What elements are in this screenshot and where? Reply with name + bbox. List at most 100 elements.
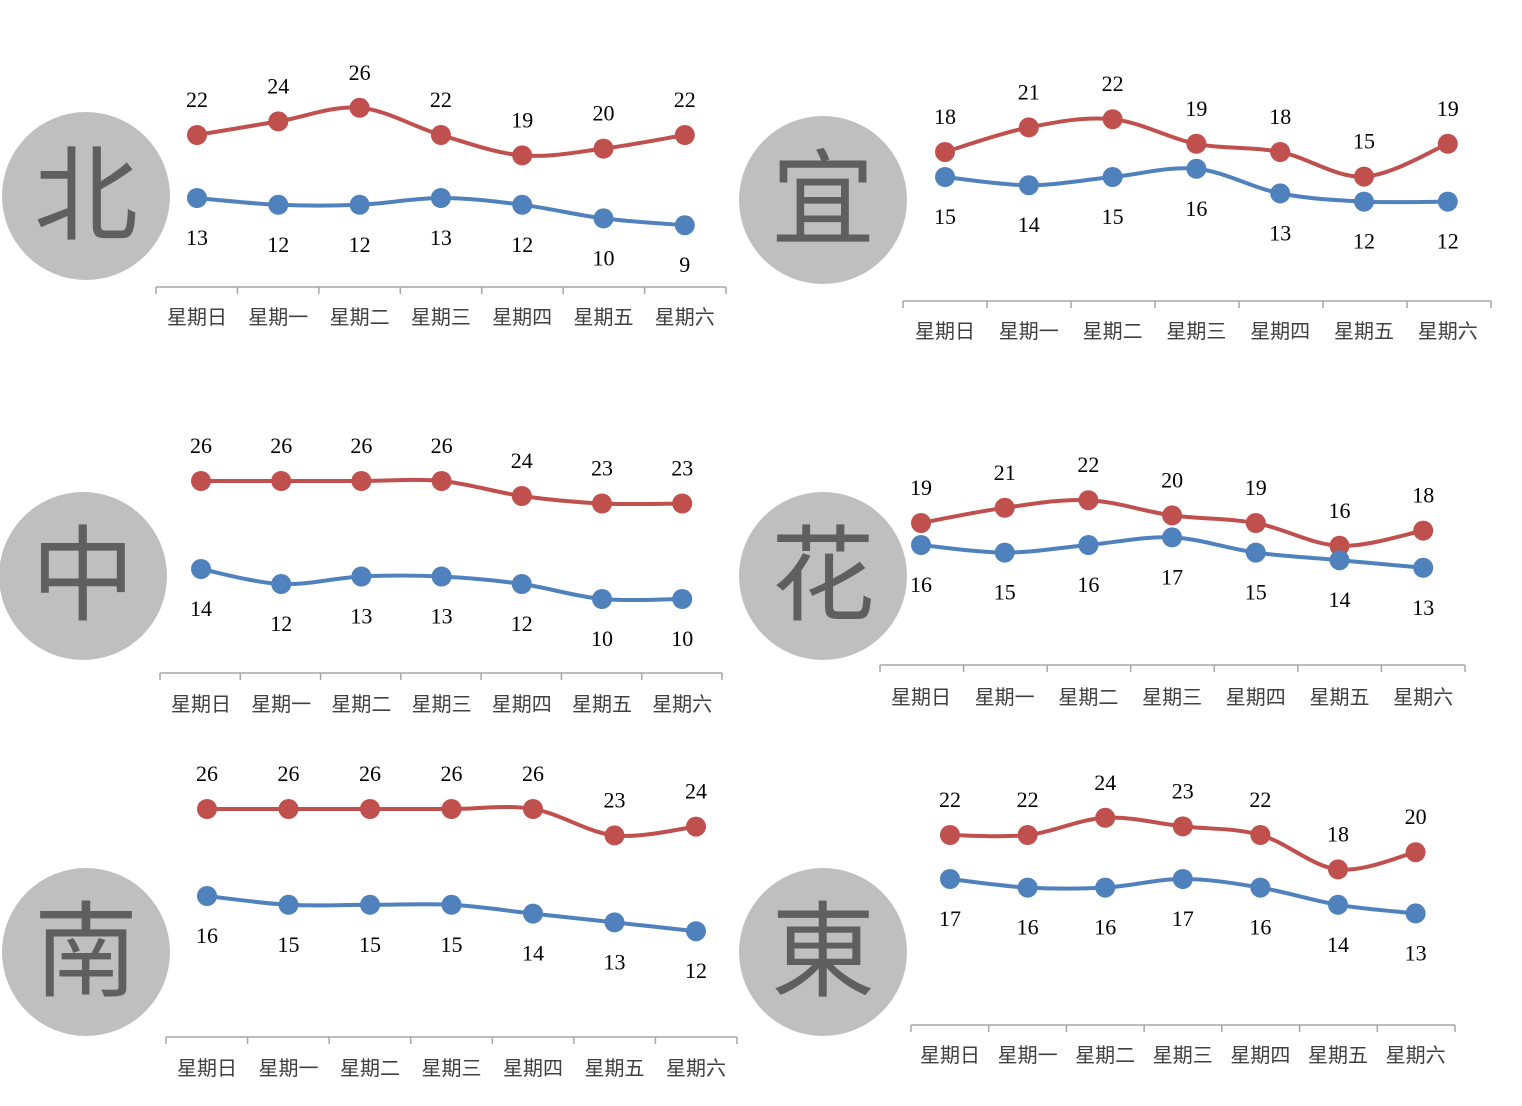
data-point-high [1328,859,1348,880]
data-label-high: 22 [1249,787,1271,812]
data-point-high [1162,505,1183,526]
data-point-low [1413,557,1434,578]
data-point-low [430,188,451,208]
data-label-high: 22 [674,87,696,112]
region-name: 北 [33,135,138,257]
data-point-low [360,894,380,915]
data-label-high: 21 [994,460,1016,485]
data-label-low: 16 [1077,572,1099,597]
data-label-low: 12 [1353,229,1375,254]
data-point-low [1354,191,1374,212]
data-label-high: 26 [441,761,463,786]
data-point-high [1250,825,1271,845]
data-label-high: 19 [1185,96,1207,121]
data-point-low [592,589,612,609]
data-label-high: 22 [1017,787,1039,812]
x-tick-label: 星期二 [1083,321,1143,343]
region-name: 花 [770,515,875,637]
data-label-low: 10 [671,626,693,651]
data-point-high [935,142,955,162]
data-label-high: 19 [910,475,932,500]
data-label-low: 9 [679,252,690,277]
data-label-high: 18 [1269,104,1291,129]
data-point-high [511,486,532,506]
x-tick-label: 星期二 [331,694,391,716]
region-name: 南 [33,891,138,1013]
data-point-low [1270,183,1291,204]
x-tick-label: 星期五 [574,307,634,329]
data-label-high: 26 [350,433,372,458]
x-tick-label: 星期六 [666,1057,726,1080]
data-point-low [940,869,960,889]
x-tick-label: 星期六 [1386,1044,1446,1067]
data-label-high: 26 [270,433,292,458]
data-label-low: 15 [278,932,300,957]
data-point-low [523,903,543,924]
data-label-high: 26 [431,433,453,458]
data-label-low: 13 [1269,220,1291,245]
data-label-low: 12 [685,958,707,983]
data-point-high [1078,490,1099,511]
data-point-high [1018,117,1039,138]
data-label-low: 12 [511,232,533,257]
data-label-low: 10 [591,626,613,651]
data-point-low [511,574,532,594]
data-point-high [686,816,706,837]
x-tick-label: 星期一 [998,1045,1058,1067]
data-label-low: 13 [350,604,372,629]
data-point-high [672,493,693,514]
x-tick-label: 星期三 [422,1058,482,1080]
data-point-high [441,799,462,819]
region-name: 中 [30,515,135,637]
data-label-high: 18 [934,104,956,129]
data-label-high: 24 [1094,770,1116,795]
x-tick-label: 星期四 [1250,321,1310,343]
data-point-high [1095,807,1116,828]
data-label-high: 26 [190,433,212,458]
data-label-low: 12 [270,611,292,636]
data-label-high: 21 [1018,79,1040,104]
data-point-high [604,825,625,846]
data-label-high: 16 [1329,498,1351,523]
data-point-low [441,894,462,915]
data-label-low: 15 [441,932,463,957]
data-label-low: 12 [1437,229,1459,254]
x-tick-label: 星期二 [340,1058,400,1080]
x-tick-label: 星期三 [1166,321,1226,343]
data-point-high [1172,816,1193,837]
data-point-low [1245,542,1266,563]
data-label-low: 12 [511,611,533,636]
data-point-high [278,799,299,819]
data-label-high: 26 [522,761,544,786]
x-tick-label: 星期四 [1226,687,1286,709]
region-badge: 宜 [739,116,907,284]
x-tick-label: 星期日 [891,687,951,709]
region-badge: 南 [2,868,170,1036]
data-point-high [940,825,960,845]
x-tick-label: 星期三 [1153,1045,1213,1067]
data-point-high [1405,842,1426,863]
region-badge: 北 [2,112,170,280]
data-point-high [1186,133,1207,154]
data-label-low: 13 [1405,940,1427,965]
x-tick-label: 星期四 [492,307,552,329]
data-label-high: 20 [593,101,615,126]
data-label-high: 18 [1412,483,1434,508]
data-label-high: 26 [359,761,381,786]
data-point-high [431,471,452,491]
data-point-high [592,493,612,514]
data-point-high [349,97,370,118]
region-name: 東 [770,891,875,1013]
data-point-low [1172,869,1193,889]
data-label-low: 14 [1329,587,1351,612]
data-point-high [268,111,289,132]
data-label-low: 15 [934,204,956,229]
x-tick-label: 星期五 [1308,1045,1368,1067]
data-label-high: 22 [186,87,208,112]
data-label-low: 12 [349,232,371,257]
